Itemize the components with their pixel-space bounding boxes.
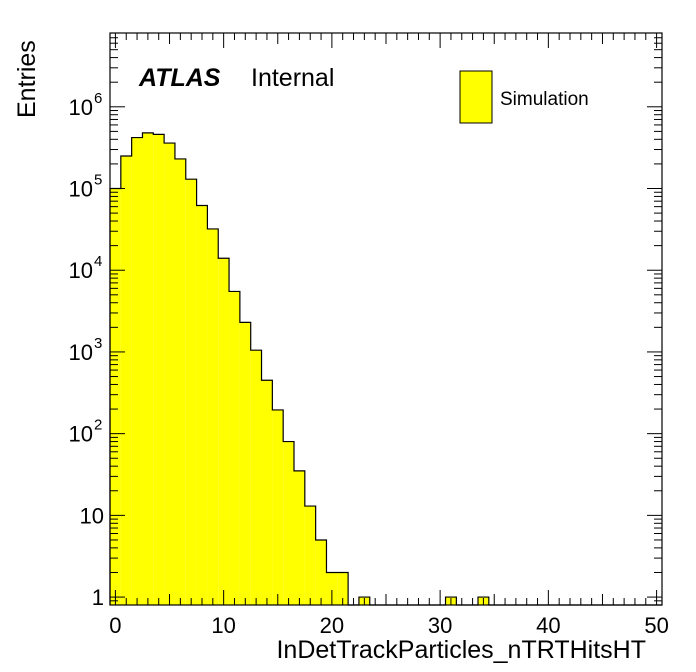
histogram-bars bbox=[110, 132, 489, 606]
y-tick-label: 10 bbox=[80, 503, 104, 528]
histogram-bar bbox=[218, 258, 230, 605]
histogram-bar bbox=[304, 506, 316, 605]
x-tick-label: 20 bbox=[320, 613, 344, 638]
x-tick-labels: 0 10 20 30 40 50 bbox=[109, 613, 669, 638]
x-tick-label: 40 bbox=[536, 613, 560, 638]
svg-text:10: 10 bbox=[80, 503, 104, 528]
y-axis-label: Entries bbox=[13, 40, 41, 118]
x-axis-label: InDetTrackParticles_nTRTHitsHT bbox=[276, 636, 646, 664]
histogram-bar bbox=[283, 441, 294, 605]
histogram-bar bbox=[131, 137, 143, 605]
x-tick-label: 30 bbox=[428, 613, 452, 638]
histogram-bar bbox=[250, 350, 262, 605]
histogram-bar bbox=[261, 380, 273, 605]
histogram-bar bbox=[110, 188, 121, 605]
svg-text:1: 1 bbox=[92, 585, 104, 610]
histogram-bar bbox=[142, 132, 154, 605]
svg-text:10: 10 bbox=[69, 95, 93, 120]
svg-text:3: 3 bbox=[94, 335, 102, 352]
y-tick-label: 10 2 bbox=[69, 417, 103, 447]
svg-text:10: 10 bbox=[69, 258, 93, 283]
svg-text:10: 10 bbox=[69, 177, 93, 202]
histogram-bar bbox=[239, 322, 251, 605]
histogram-bar bbox=[229, 291, 240, 605]
histogram-bar bbox=[272, 409, 284, 605]
svg-text:4: 4 bbox=[94, 253, 102, 270]
y-tick-label: 10 3 bbox=[69, 335, 103, 365]
y-tick-label: 10 5 bbox=[69, 172, 103, 202]
legend-label-simulation: Simulation bbox=[500, 89, 589, 110]
histogram-bar bbox=[337, 572, 349, 605]
svg-text:2: 2 bbox=[94, 417, 102, 434]
axis-ticks bbox=[110, 32, 662, 606]
x-tick-label: 0 bbox=[109, 613, 121, 638]
svg-text:5: 5 bbox=[94, 172, 102, 189]
x-tick-label: 10 bbox=[211, 613, 235, 638]
svg-text:6: 6 bbox=[94, 90, 102, 107]
histogram-bar bbox=[174, 158, 186, 606]
y-tick-label: 1 bbox=[92, 585, 104, 610]
histogram-bar bbox=[185, 179, 197, 605]
histogram-bar bbox=[294, 470, 305, 605]
atlas-status-label: Internal bbox=[251, 64, 334, 92]
histogram-bar bbox=[315, 539, 327, 605]
histogram-bar bbox=[153, 134, 165, 606]
svg-text:10: 10 bbox=[69, 422, 93, 447]
histogram-bar bbox=[164, 143, 175, 606]
histogram-bar bbox=[196, 205, 208, 606]
histogram-bar bbox=[120, 155, 132, 605]
y-tick-label: 10 6 bbox=[69, 90, 103, 120]
atlas-label: ATLAS bbox=[138, 64, 221, 92]
histogram-bar bbox=[207, 228, 219, 605]
histogram-bar bbox=[326, 572, 338, 605]
y-tick-label: 10 4 bbox=[69, 253, 103, 283]
svg-text:10: 10 bbox=[69, 340, 93, 365]
legend-swatch-simulation bbox=[459, 70, 493, 124]
x-tick-label: 50 bbox=[644, 613, 668, 638]
